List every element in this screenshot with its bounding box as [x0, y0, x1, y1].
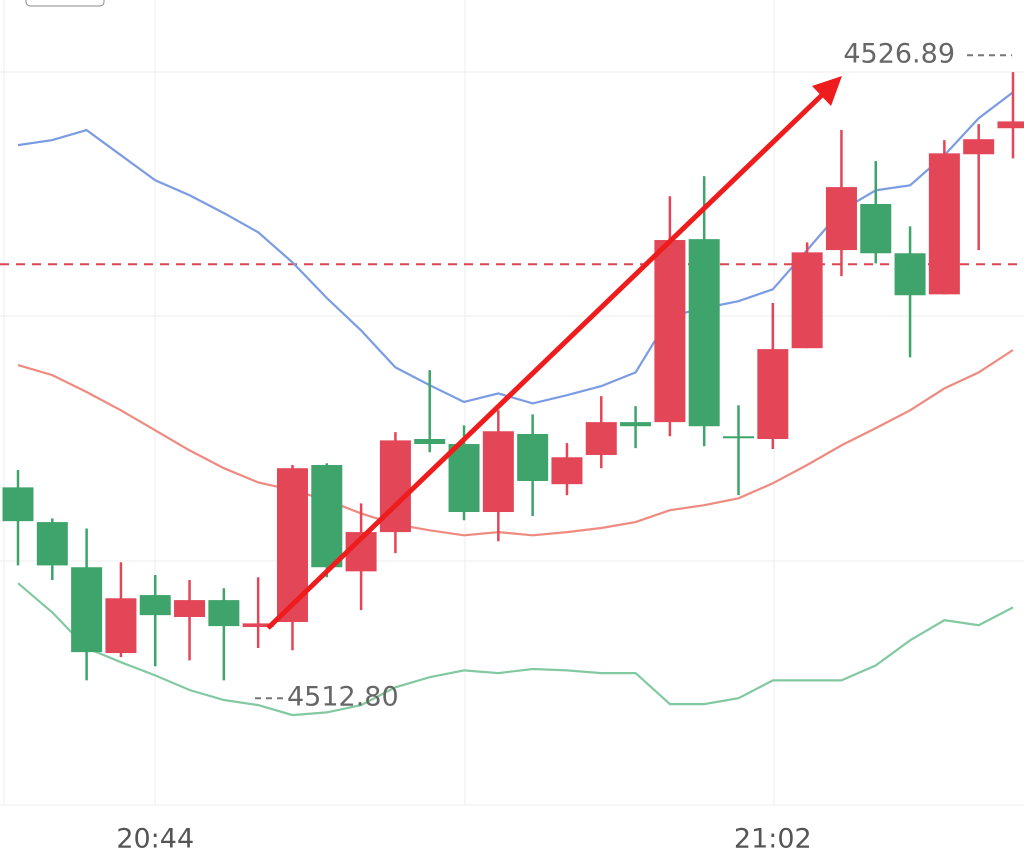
candle-body	[276, 468, 308, 623]
candle-body	[2, 487, 34, 522]
candle-body	[654, 240, 686, 423]
candle-body	[448, 444, 480, 513]
candle-body	[105, 598, 137, 654]
trend-arrow	[266, 76, 842, 630]
candle-body	[139, 595, 171, 616]
candle-body	[36, 522, 68, 566]
candle-body	[585, 422, 617, 455]
band-line	[17, 582, 1014, 717]
candle-body	[71, 567, 103, 653]
candle-body	[757, 349, 789, 440]
arrow-head	[812, 76, 842, 106]
candle-body	[242, 623, 274, 628]
candle-body	[928, 153, 960, 295]
candle-body	[963, 139, 995, 155]
candle-body	[620, 422, 652, 427]
plot-area: 20:44 21:02 4526.89 4512.80	[0, 39, 1024, 855]
candle-body	[482, 431, 514, 513]
candle-body	[414, 439, 446, 445]
top-button	[25, 0, 105, 7]
candle-body	[174, 600, 206, 617]
max-price-label: 4526.89	[843, 39, 955, 70]
candle-body	[894, 253, 926, 296]
arrow-line	[266, 93, 824, 630]
candle-body	[825, 187, 857, 251]
min-price-label: 4512.80	[287, 682, 399, 713]
candle-body	[688, 239, 720, 427]
candle-body	[517, 433, 549, 481]
candle-body	[551, 457, 583, 485]
candle-body	[723, 436, 755, 439]
x-tick-label: 21:02	[734, 824, 812, 855]
candle-body	[997, 121, 1024, 129]
candle-body	[860, 203, 892, 254]
x-tick-label: 20:44	[116, 824, 194, 855]
candle-body	[208, 600, 240, 627]
candle-body	[311, 465, 343, 568]
candle-body	[791, 252, 823, 349]
band-line	[17, 349, 1014, 537]
